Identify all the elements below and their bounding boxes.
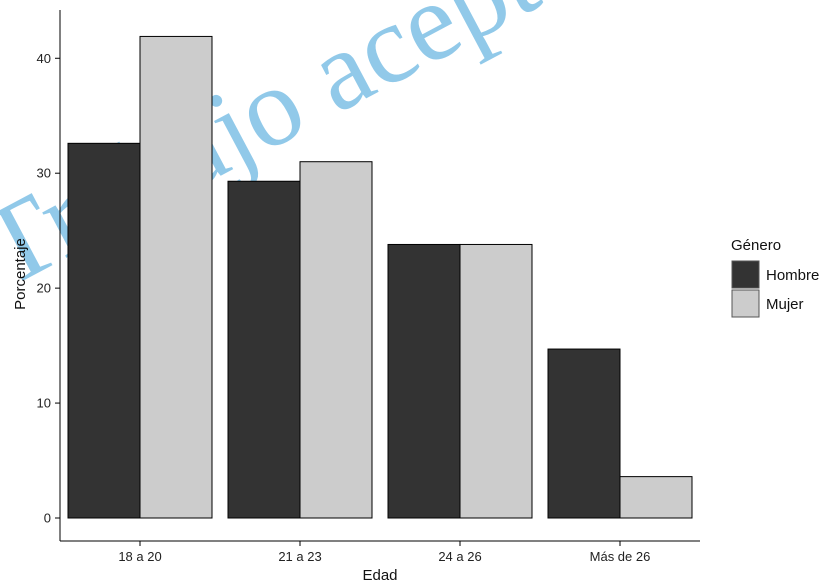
y-tick-label: 20 <box>37 281 51 296</box>
x-tick-label: 21 a 23 <box>278 549 321 564</box>
bar-mujer-3 <box>619 476 693 519</box>
y-tick-label: 30 <box>37 166 51 181</box>
legend-label-hombre: Hombre <box>766 267 819 284</box>
bar-hombre-0 <box>67 142 141 519</box>
x-axis-ticks: 18 a 20 21 a 23 24 a 26 Más de 26 <box>118 541 650 564</box>
y-tick-label: 10 <box>37 396 51 411</box>
legend-key-mujer <box>731 289 760 318</box>
x-axis-title: Edad <box>362 567 397 584</box>
x-tick-label: 24 a 26 <box>438 549 481 564</box>
legend: Género Hombre Mujer <box>731 237 819 318</box>
x-tick-label: 18 a 20 <box>118 549 161 564</box>
legend-key-hombre <box>731 260 760 289</box>
y-axis-ticks: 0 10 20 30 40 <box>37 51 60 526</box>
bar-hombre-2 <box>387 243 461 519</box>
bar-mujer-1 <box>299 161 373 519</box>
bar-mujer-2 <box>459 243 533 519</box>
bar-mujer-0 <box>139 35 213 519</box>
bar-hombre-1 <box>227 180 301 519</box>
legend-title: Género <box>731 237 781 254</box>
legend-label-mujer: Mujer <box>766 296 804 313</box>
bars-group <box>67 35 693 519</box>
x-tick-label: Más de 26 <box>590 549 651 564</box>
y-tick-label: 40 <box>37 51 51 66</box>
y-tick-label: 0 <box>44 511 51 526</box>
y-axis-title: Porcentaje <box>12 238 29 310</box>
bar-hombre-3 <box>547 348 621 519</box>
